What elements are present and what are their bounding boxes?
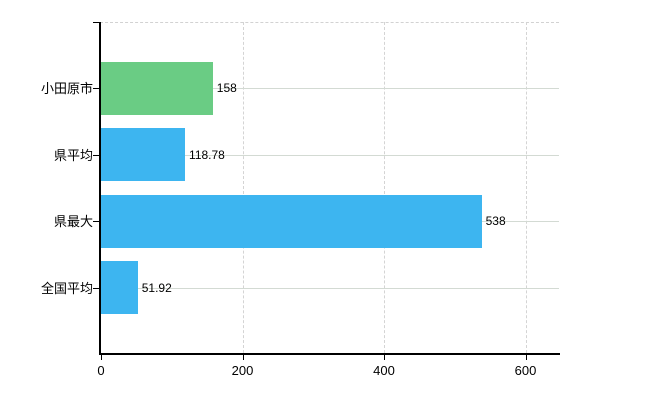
bar-value-label-0: 158 — [216, 81, 237, 95]
bar-value-label-1: 118.78 — [189, 147, 225, 162]
horizontal-gridline-0 — [100, 88, 559, 89]
bar-2 — [101, 194, 482, 248]
x-axis-tick-400 — [384, 355, 385, 360]
y-axis-tick-top — [93, 22, 99, 23]
category-label-1: 県平均 — [53, 147, 93, 163]
bar-0 — [101, 61, 213, 115]
bar-value-label-2: 538 — [485, 214, 506, 228]
x-axis-line — [99, 353, 560, 355]
x-axis-tick-600 — [525, 355, 527, 360]
bar-value-label-3: 51.92 — [141, 280, 172, 295]
x-axis-tick-0 — [101, 355, 102, 360]
y-axis-line — [99, 22, 101, 355]
vertical-gridline-200 — [242, 22, 244, 353]
x-axis-tick-200 — [242, 355, 244, 360]
bar-1 — [101, 128, 186, 181]
category-label-0: 小田原市 — [40, 81, 93, 96]
vertical-gridline-600 — [525, 22, 527, 353]
vertical-gridline-400 — [384, 22, 385, 353]
x-axis-tick-label-400: 400 — [373, 363, 395, 378]
horizontal-gridline-3 — [100, 287, 559, 289]
y-axis-tick-1 — [93, 154, 99, 156]
category-label-2: 県最大 — [53, 214, 93, 229]
horizontal-gridline-1 — [100, 154, 559, 156]
x-axis-tick-label-600: 600 — [514, 363, 537, 378]
y-axis-tick-2 — [93, 221, 99, 222]
y-axis-tick-0 — [93, 88, 99, 89]
y-axis-tick-3 — [93, 287, 99, 289]
plot-top-border — [100, 22, 559, 23]
bar-3 — [101, 261, 138, 314]
x-axis-tick-label-200: 200 — [231, 363, 254, 378]
category-label-3: 全国平均 — [40, 280, 93, 296]
x-axis-tick-label-0: 0 — [97, 363, 105, 378]
